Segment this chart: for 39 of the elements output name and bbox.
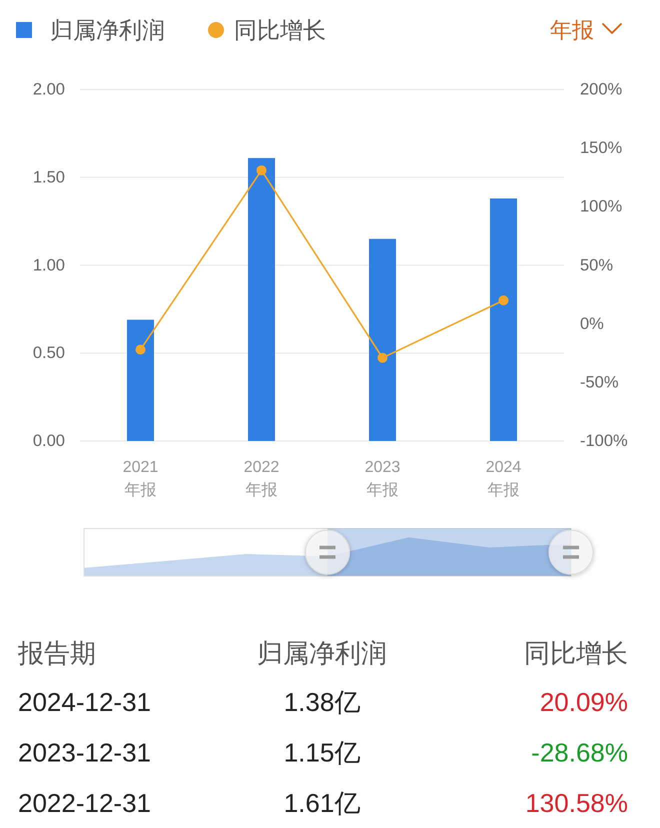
- y-tick-label: 0.50: [32, 344, 65, 362]
- point: [378, 352, 388, 363]
- legend-label: 归属净利润: [50, 17, 165, 43]
- x-tick-label: 2022 年报: [244, 458, 280, 498]
- y2-tick-label: -100%: [580, 432, 628, 450]
- x-tick-label: 2024 年报: [486, 458, 522, 498]
- text: 归属净利润: [257, 638, 387, 668]
- y2-tick-label: 0%: [580, 314, 604, 333]
- text: 报告期: [17, 638, 96, 668]
- bar: [369, 238, 396, 441]
- x-tick-label: 2021 年报: [122, 458, 158, 498]
- text: 1.61亿: [284, 788, 360, 818]
- text: 1.15亿: [284, 738, 360, 768]
- y-tick-label: 1.50: [32, 168, 65, 186]
- y2-tick-label: 100%: [580, 198, 623, 216]
- y-tick-label: 2.00: [32, 80, 65, 98]
- text: 20.09%: [540, 687, 628, 717]
- bar: [127, 320, 154, 441]
- point: [498, 295, 508, 306]
- text: 年报: [550, 18, 594, 42]
- y2-tick-label: 200%: [580, 80, 623, 98]
- x-tick-label: 2023 年报: [364, 458, 400, 498]
- bar: [490, 198, 517, 441]
- y-tick-label: 0.00: [32, 432, 65, 450]
- text: 2023-12-31: [18, 738, 151, 768]
- y-tick-label: 1.00: [32, 256, 65, 274]
- bar: [248, 158, 275, 441]
- text: -28.68%: [531, 738, 628, 768]
- text: 2022-12-31: [18, 788, 151, 818]
- text: 2024-12-31: [18, 687, 151, 717]
- text: 1.38亿: [284, 687, 360, 717]
- legend-label: 同比增长: [234, 17, 326, 43]
- y2-tick-label: -50%: [580, 373, 619, 392]
- point: [136, 344, 146, 355]
- y2-tick-label: 150%: [580, 139, 623, 158]
- text: 130.58%: [525, 788, 628, 818]
- text: 同比增长: [524, 638, 628, 668]
- point: [256, 165, 266, 176]
- y2-tick-label: 50%: [580, 256, 614, 274]
